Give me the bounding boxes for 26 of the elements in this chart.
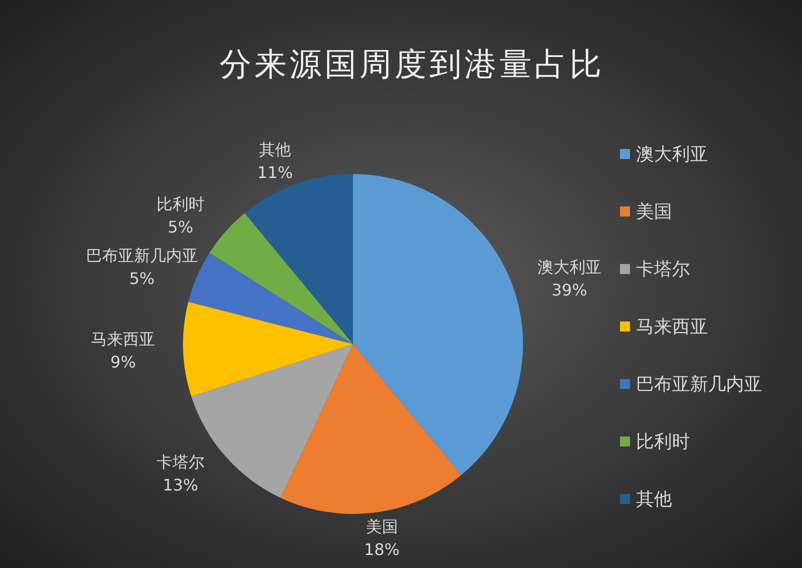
data-label: 5% — [129, 269, 155, 288]
data-label: 13% — [162, 475, 198, 494]
slice-label: 澳大利亚 — [537, 257, 602, 276]
slice-label: 其他 — [259, 140, 292, 160]
slice-label: 巴布亚新几内亚 — [86, 246, 198, 266]
legend-label: 美国 — [636, 202, 672, 222]
slice-label: 马来西亚 — [91, 330, 156, 349]
legend-label: 澳大利亚 — [636, 144, 708, 165]
pie-slice — [209, 213, 353, 344]
legend-label: 卡塔尔 — [636, 259, 690, 280]
pie-slice — [183, 302, 353, 397]
data-label: 9% — [110, 352, 136, 372]
data-label: 18% — [364, 540, 400, 559]
chart-title: 分来源国周度到港量占比 — [220, 45, 604, 83]
data-label: 11% — [257, 163, 293, 182]
legend-label: 其他 — [636, 489, 672, 510]
data-label: 39% — [552, 280, 588, 300]
slice-label: 卡塔尔 — [156, 452, 204, 472]
legend-label: 比利时 — [636, 432, 690, 452]
data-label: 5% — [168, 218, 194, 237]
pie-slice — [280, 344, 462, 514]
slice-label: 比利时 — [156, 194, 204, 214]
pie-slice — [353, 174, 523, 475]
legend-label: 马来西亚 — [636, 316, 708, 338]
legend-label: 巴布亚新几内亚 — [636, 374, 762, 395]
slice-label: 美国 — [366, 516, 398, 536]
